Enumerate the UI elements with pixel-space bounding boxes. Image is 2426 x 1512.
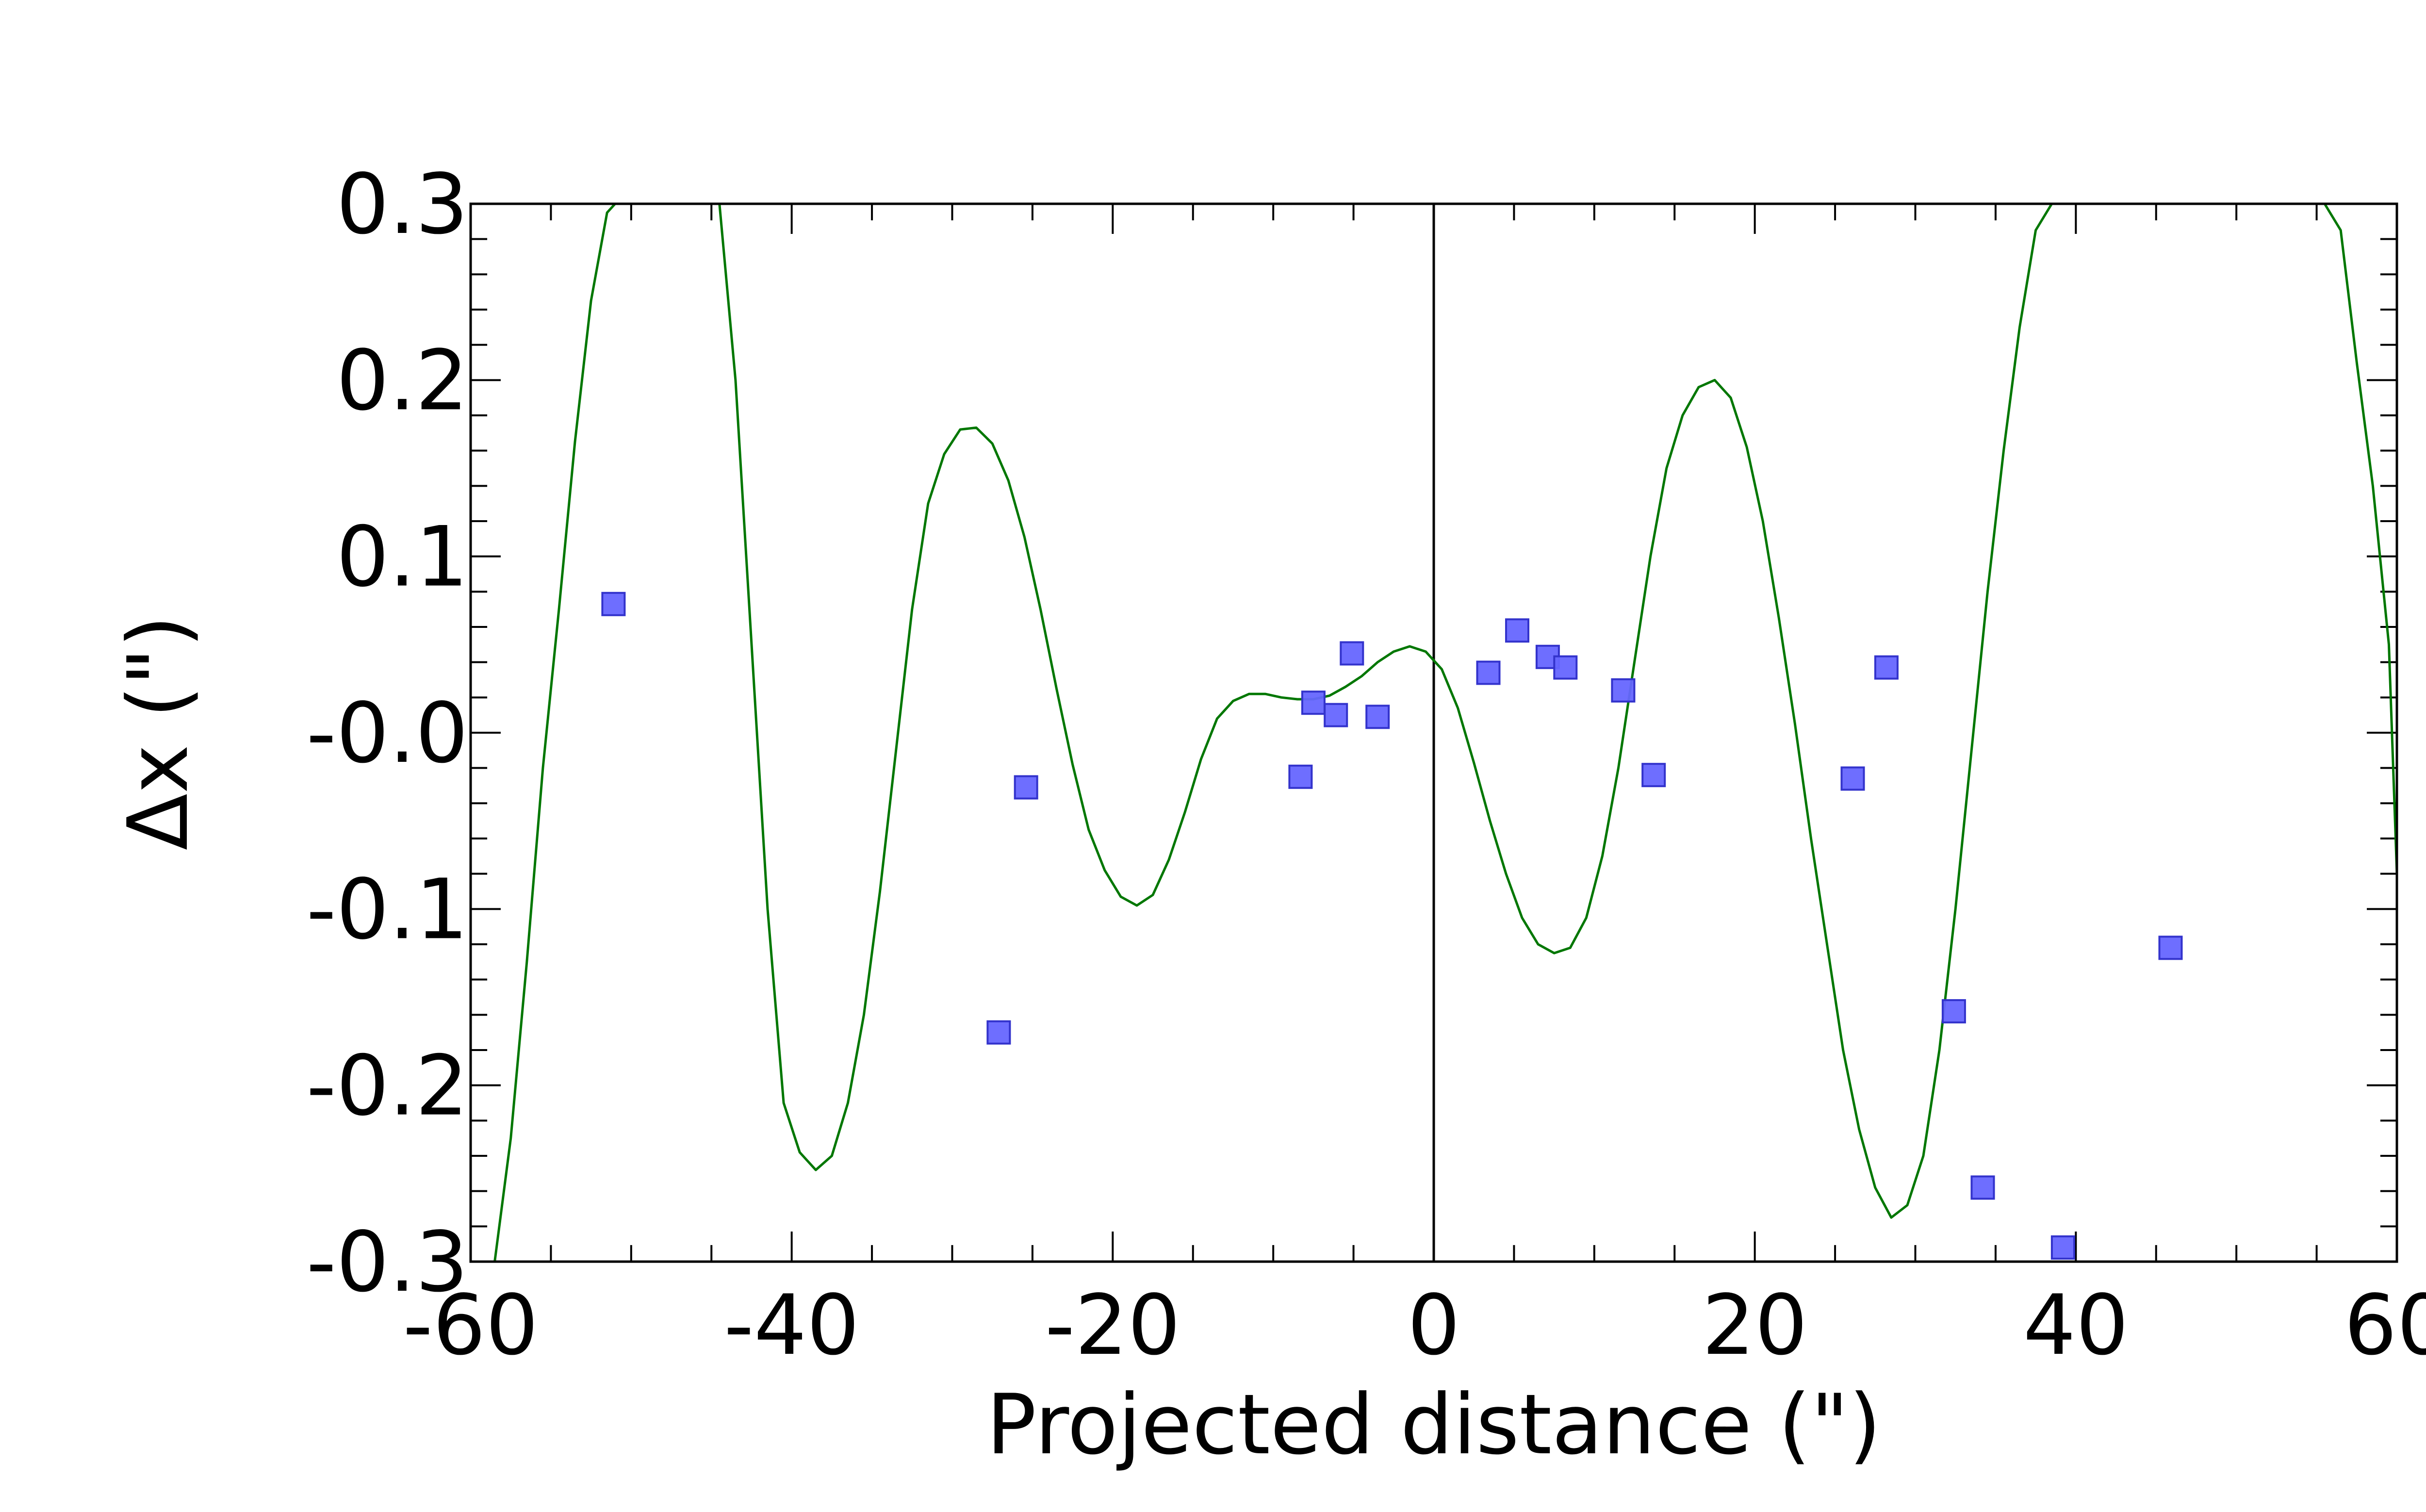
x-axis-title: Projected distance (") — [986, 1377, 1881, 1473]
data-point — [2158, 936, 2183, 960]
x-tick-label: -20 — [1045, 1277, 1180, 1374]
y-tick-label: 0.2 — [336, 332, 468, 429]
y-tick-label: -0.3 — [306, 1214, 468, 1311]
y-tick-label: 0.3 — [336, 156, 468, 253]
x-tick-label: 40 — [2023, 1277, 2129, 1374]
data-point — [986, 1020, 1011, 1045]
data-point — [601, 592, 626, 616]
data-point — [1301, 690, 1326, 715]
data-point — [1324, 703, 1348, 727]
data-point — [1340, 641, 1364, 666]
x-tick-label: 60 — [2344, 1277, 2426, 1374]
series-layer — [493, 204, 2397, 1262]
data-point — [1641, 763, 1666, 788]
y-tick-label: -0.2 — [306, 1038, 468, 1134]
y-tick-labels: 0.3 0.2 0.1 -0.0 -0.1 -0.2 -0.3 — [306, 156, 468, 1311]
data-point — [2050, 1235, 2075, 1260]
y-axis-title: Δx (") — [110, 615, 207, 851]
x-tick-label: -60 — [403, 1277, 538, 1374]
x-tick-label: -40 — [724, 1277, 859, 1374]
plot-frame — [469, 202, 2398, 1263]
x-tick-labels: -60 -40 -20 0 20 40 60 — [403, 1277, 2426, 1374]
data-point — [1288, 764, 1313, 789]
data-point — [1611, 678, 1636, 703]
y-tick-label: 0.1 — [336, 509, 468, 606]
x-tick-label: 0 — [1408, 1277, 1460, 1374]
data-point — [1014, 775, 1038, 800]
data-point — [1505, 618, 1529, 643]
y-tick-label: -0.0 — [306, 685, 468, 782]
minor-ticks — [471, 204, 2397, 1262]
data-point — [1874, 655, 1899, 680]
data-point — [1476, 660, 1501, 685]
data-point — [1840, 766, 1865, 791]
data-point — [1970, 1175, 1995, 1200]
y-tick-label: -0.1 — [306, 861, 468, 958]
data-point — [1553, 655, 1578, 680]
data-point — [1941, 999, 1966, 1024]
model-curve — [493, 204, 2397, 1262]
x-tick-label: 20 — [1702, 1277, 1808, 1374]
data-point — [1365, 705, 1390, 729]
